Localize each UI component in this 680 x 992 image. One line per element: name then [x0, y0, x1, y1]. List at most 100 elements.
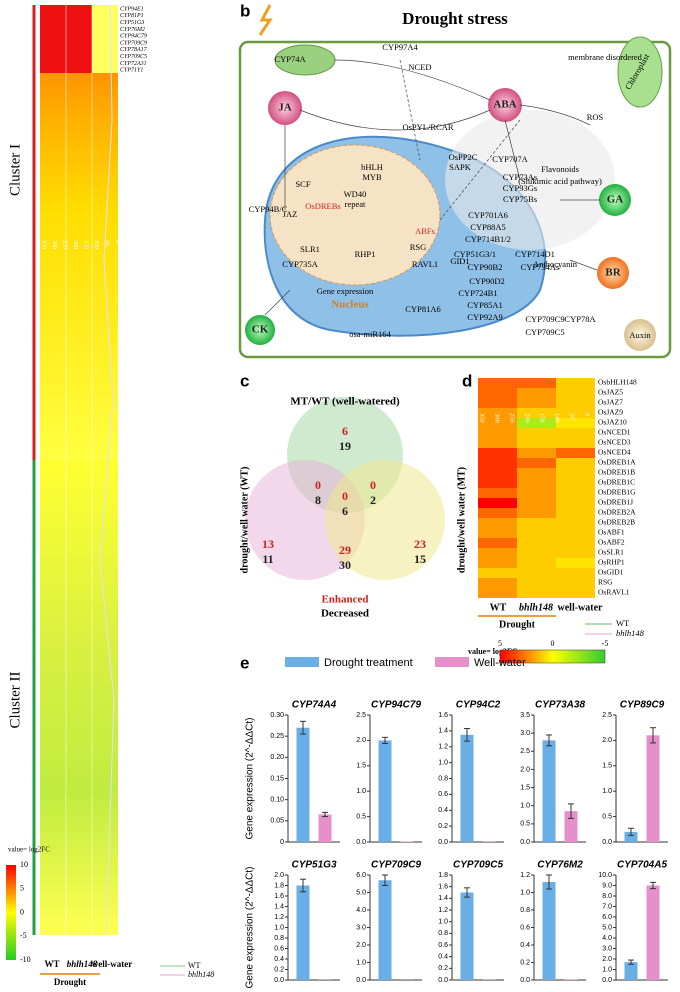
diagram-label: Auxin: [629, 330, 651, 340]
axis-tick-label: 150: [539, 413, 546, 423]
gene-label: CYP72A31: [120, 61, 147, 67]
y-tick-label: 2.0: [356, 942, 366, 949]
diagram-label: bHLH: [361, 162, 383, 172]
colorbar-tick-label: 5: [498, 639, 502, 648]
y-tick-label: 9.0: [602, 882, 612, 889]
gene-label: OsNCED1: [598, 428, 631, 437]
y-tick-label: 1.0: [602, 788, 612, 795]
venn-count: 0: [315, 478, 321, 492]
diagram-label: CYP709C5: [525, 327, 564, 337]
y-tick-label: 2.5: [602, 712, 612, 719]
heatmap-cell: [556, 398, 595, 408]
venn-count: 19: [339, 439, 351, 453]
y-tick-label: 0.4: [438, 807, 448, 814]
heatmap-cell: [556, 588, 595, 598]
venn-count: 8: [315, 493, 321, 507]
heatmap-cell: [517, 388, 556, 398]
diagram-label: CYP92A9: [467, 312, 502, 322]
diagram-label: CYP714B1/2: [465, 234, 511, 244]
error-bar: [650, 881, 656, 890]
gene-label: OsDREB1J: [598, 498, 633, 507]
axis-tick-label: 200: [524, 413, 531, 423]
colorbar-tick-label: -5: [602, 639, 609, 648]
bar: [318, 814, 332, 842]
diagram-label: (Shikimic acid pathway): [518, 176, 602, 186]
chart-title: CYP709C9: [371, 860, 421, 871]
column-label: WT: [44, 959, 59, 969]
colorbar: [6, 865, 16, 960]
legend-label: bhlh148: [616, 628, 645, 638]
column-label: bhlh148: [67, 959, 98, 969]
heatmap-cell: [556, 488, 595, 498]
heatmap-cell: [556, 428, 595, 438]
colorbar-title: value= log2FC: [468, 647, 518, 656]
y-tick-label: 2.0: [602, 956, 612, 963]
gene-label: RSG: [598, 578, 613, 587]
gene-label: OsJAZ5: [598, 388, 623, 397]
venn-count: 6: [342, 504, 348, 518]
heatmap-cell: [556, 558, 595, 568]
axis-tick-label: 0: [584, 413, 591, 416]
gene-label: OsDREB1C: [598, 478, 635, 487]
diagram-label: OsDREBs: [305, 201, 340, 211]
legend-label: WT: [188, 961, 201, 970]
column-label: bhlh148: [519, 602, 553, 613]
axis-label: Gene expression (2^-ΔΔCt): [245, 867, 256, 989]
y-tick-label: 0.5: [356, 813, 366, 820]
y-tick-label: 0.8: [274, 935, 284, 942]
y-tick-label: 0.5: [520, 821, 530, 828]
y-tick-label: 7.0: [602, 903, 612, 910]
diagram-label: CYP78A: [564, 314, 596, 324]
y-tick-label: 1.0: [602, 966, 612, 973]
y-tick-label: 6.0: [356, 872, 366, 879]
y-tick-label: 1.8: [438, 872, 448, 879]
gene-label: OsABF2: [598, 538, 625, 547]
heatmap-cell: [556, 468, 595, 478]
error-bar: [382, 874, 388, 886]
diagram-label: OsPYL/RCAR: [402, 122, 453, 132]
error-bar: [546, 734, 552, 747]
y-tick-label: 0.0: [356, 977, 366, 984]
heatmap-cell: [517, 558, 556, 568]
heatmap-cell: [478, 408, 517, 418]
heatmap-cell: [517, 438, 556, 448]
y-tick-label: 2.0: [520, 766, 530, 773]
y-tick-label: 1.2: [520, 872, 530, 879]
heatmap-cell: [556, 578, 595, 588]
diagram-label: CYP75Bs: [503, 194, 537, 204]
axis-tick-label: 0: [114, 240, 120, 243]
diagram-label: CYP85A1: [467, 300, 502, 310]
panel-label: a: [6, 1, 16, 20]
y-tick-label: 1.4: [438, 728, 448, 735]
error-bar: [628, 959, 634, 965]
heatmap-cell: [556, 528, 595, 538]
heatmap-cell: [478, 518, 517, 528]
y-tick-label: 6.0: [602, 914, 612, 921]
y-tick-label: 0: [280, 839, 284, 846]
heatmap-cell: [517, 448, 556, 458]
axis-label: drought/well water (WT): [239, 467, 250, 574]
heatmap-cell: [478, 498, 517, 508]
bar: [296, 727, 310, 842]
venn-count: 0: [342, 489, 348, 503]
y-tick-label: 2.0: [274, 872, 284, 879]
y-tick-label: 0.0: [602, 977, 612, 984]
gene-label: CYP709C5: [120, 54, 147, 60]
y-tick-label: 1.0: [438, 919, 448, 926]
legend-label: Drought treatment: [324, 657, 413, 669]
cluster-label: Cluster I: [7, 144, 23, 196]
gene-label: OsJAZ10: [598, 418, 627, 427]
error-bar: [464, 887, 470, 898]
error-bar: [568, 803, 574, 819]
axis-tick-label: 300: [494, 413, 501, 423]
diagram-label: CYP73As: [503, 172, 537, 182]
error-bar: [382, 736, 388, 744]
diagram-label: CYP88A5: [470, 222, 505, 232]
heatmap-cell: [556, 448, 595, 458]
y-tick-label: 2.0: [356, 737, 366, 744]
gene-label: CYP51G3: [120, 20, 144, 26]
legend-label: bhlh148: [188, 970, 214, 979]
heatmap-cell: [517, 428, 556, 438]
colorbar-tick-label: 0: [20, 907, 24, 916]
y-tick-label: 0.0: [602, 839, 612, 846]
